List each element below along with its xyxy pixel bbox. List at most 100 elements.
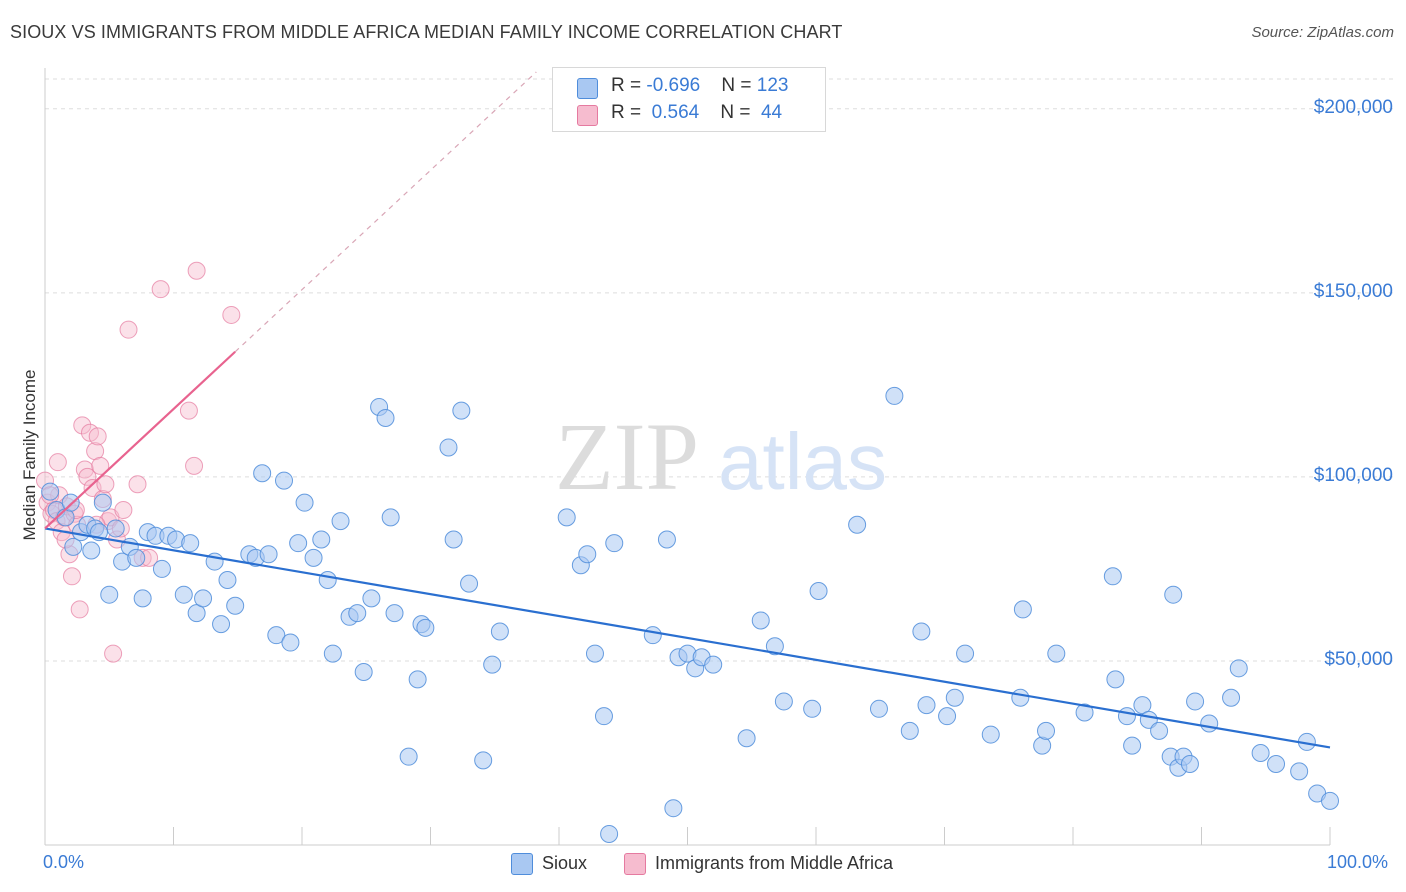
sioux-point: [600, 824, 619, 843]
sioux-point: [416, 618, 435, 637]
sioux-point: [295, 493, 314, 512]
sioux-point: [64, 537, 83, 556]
sioux-point: [226, 596, 245, 615]
sioux-point: [331, 512, 350, 531]
r-value: 0.564: [646, 102, 700, 123]
sioux-point: [474, 751, 493, 770]
sioux-point: [1267, 755, 1286, 774]
immigrants-point: [48, 453, 67, 472]
sioux-point: [1033, 736, 1052, 755]
sioux-point: [174, 585, 193, 604]
sioux-point: [643, 626, 662, 645]
sioux-point: [381, 508, 400, 527]
sioux-point: [737, 729, 756, 748]
sioux-point: [1013, 600, 1032, 619]
r-label: R =: [611, 102, 647, 123]
sioux-point: [945, 688, 964, 707]
sioux-point: [1047, 644, 1066, 663]
stats-box: R = -0.696 N = 123 R = 0.564 N = 44: [552, 67, 826, 132]
sioux-point: [259, 545, 278, 564]
sioux-point: [93, 493, 112, 512]
n-label: N =: [721, 75, 757, 96]
sioux-point: [869, 699, 888, 718]
sioux-point: [348, 604, 367, 623]
sioux-point: [917, 696, 936, 715]
legend-label: Immigrants from Middle Africa: [655, 853, 894, 873]
sioux-point: [664, 799, 683, 818]
sioux-point: [1106, 670, 1125, 689]
immigrants-trend-line: [44, 350, 236, 530]
sioux-point: [803, 699, 822, 718]
immigrants-point: [91, 456, 110, 475]
sioux-point: [605, 534, 624, 553]
sioux-point: [323, 644, 342, 663]
sioux-point: [82, 541, 101, 560]
sioux-point: [1222, 688, 1241, 707]
sioux-point: [1123, 736, 1142, 755]
source-label: Source: ZipAtlas.com: [1251, 24, 1394, 41]
immigrants-point: [75, 460, 94, 479]
sioux-point: [1150, 721, 1169, 740]
r-value: -0.696: [646, 75, 701, 96]
sioux-point: [354, 662, 373, 681]
sioux-point: [312, 530, 331, 549]
y-tick-label: $150,000: [1313, 280, 1393, 302]
sioux-point: [385, 604, 404, 623]
sioux-point: [452, 401, 471, 420]
sioux-point: [41, 482, 60, 501]
y-tick-label: $200,000: [1313, 96, 1393, 118]
sioux-point: [1117, 707, 1136, 726]
sioux-point: [483, 655, 502, 674]
immigrants-point: [179, 401, 198, 420]
immigrants-trend-extension: [234, 71, 537, 353]
sioux-point: [490, 622, 509, 641]
sioux-point: [1075, 703, 1094, 722]
sioux-point: [557, 508, 576, 527]
immigrants-point: [222, 305, 241, 324]
sioux-point: [439, 438, 458, 457]
sioux-point: [181, 534, 200, 553]
sioux-point: [900, 721, 919, 740]
x-tick-label-min: 0.0%: [43, 852, 85, 872]
sioux-point: [765, 637, 784, 656]
trend-lines: [44, 71, 1331, 749]
sioux-point: [848, 515, 867, 534]
sioux-point: [657, 530, 676, 549]
sioux-point: [885, 386, 904, 405]
watermark: ZIP atlas: [555, 403, 887, 510]
immigrants-swatch: [577, 105, 598, 126]
immigrants-point: [187, 261, 206, 280]
immigrants-point: [185, 456, 204, 475]
sioux-point: [1037, 721, 1056, 740]
sioux-point: [704, 655, 723, 674]
sioux-point: [1321, 791, 1339, 810]
immigrants-point: [119, 320, 138, 339]
sioux-points: [41, 386, 1339, 843]
immigrants-point: [104, 644, 123, 663]
sioux-point: [318, 570, 337, 589]
immigrants-point: [114, 501, 133, 520]
sioux-point: [281, 633, 300, 652]
immigrants-point: [88, 427, 107, 446]
n-label: N =: [720, 102, 756, 123]
sioux-point: [253, 464, 272, 483]
sioux-point: [981, 725, 1000, 744]
axes: [44, 68, 1331, 846]
sioux-point: [956, 644, 975, 663]
chart-title: SIOUX VS IMMIGRANTS FROM MIDDLE AFRICA M…: [10, 22, 843, 42]
sioux-point: [106, 519, 125, 538]
sioux-swatch: [511, 853, 533, 875]
sioux-point: [100, 585, 119, 604]
y-tick-label: $50,000: [1324, 648, 1393, 670]
sioux-point: [152, 559, 171, 578]
sioux-point: [585, 644, 604, 663]
sioux-point: [460, 574, 479, 593]
sioux-point: [218, 570, 237, 589]
sioux-point: [376, 409, 395, 428]
sioux-point: [267, 626, 286, 645]
sioux-point: [133, 589, 152, 608]
sioux-point: [362, 589, 381, 608]
sioux-point: [275, 471, 294, 490]
sioux-point: [594, 707, 613, 726]
sioux-point: [1290, 762, 1309, 781]
